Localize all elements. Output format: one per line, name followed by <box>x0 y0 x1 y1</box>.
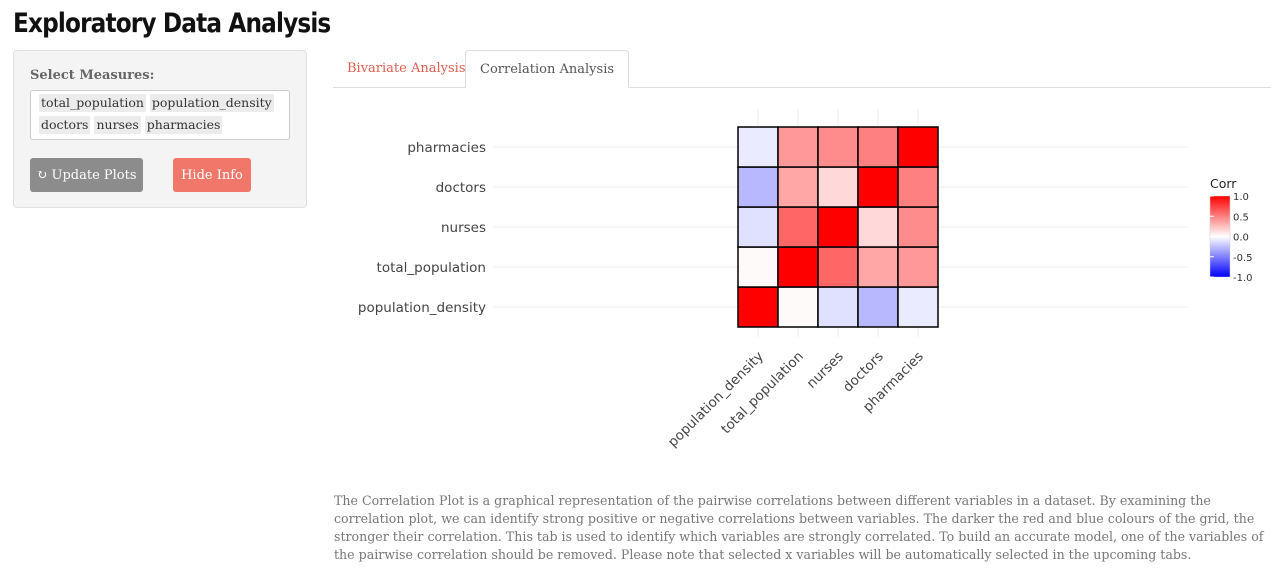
measure-chip[interactable]: pharmacies <box>144 116 223 134</box>
measure-chip[interactable]: population_density <box>149 94 274 112</box>
sidebar-panel: Select Measures: total_population populat… <box>13 50 307 208</box>
measure-chip[interactable]: total_population <box>39 94 146 112</box>
heatmap-cell[interactable] <box>737 126 779 168</box>
legend-tick-label: 0.0 <box>1233 233 1249 244</box>
heatmap-cell[interactable] <box>897 126 939 168</box>
heatmap-cell[interactable] <box>777 126 819 168</box>
select-measures-label: Select Measures: <box>30 68 155 83</box>
heatmap-cell[interactable] <box>817 166 859 208</box>
y-tick-label: doctors <box>436 180 486 196</box>
heatmap-cell[interactable] <box>737 286 779 328</box>
correlation-heatmap: population_density total_population nurses… <box>358 109 1253 450</box>
heatmap-cell[interactable] <box>857 206 899 248</box>
heatmap-cell[interactable] <box>857 166 899 208</box>
measure-chip[interactable]: nurses <box>94 116 141 134</box>
heatmap-cell[interactable] <box>777 246 819 288</box>
heatmap-cell[interactable] <box>777 166 819 208</box>
heatmap-cell[interactable] <box>857 126 899 168</box>
y-tick-label: nurses <box>441 220 486 236</box>
update-plots-label: Update Plots <box>51 167 137 183</box>
page-title: Exploratory Data Analysis <box>13 8 331 39</box>
tab-bar: Bivariate Analysis Correlation Analysis <box>333 50 1271 88</box>
heatmap-cell[interactable] <box>817 126 859 168</box>
heatmap-cell[interactable] <box>897 286 939 328</box>
measure-chip[interactable]: doctors <box>39 116 91 134</box>
y-tick-label: population_density <box>358 300 486 316</box>
heatmap-cell[interactable] <box>777 206 819 248</box>
heatmap-cell[interactable] <box>737 206 779 248</box>
heatmap-cell[interactable] <box>857 286 899 328</box>
legend-title: Corr <box>1210 176 1237 191</box>
heatmap-cell[interactable] <box>737 166 779 208</box>
legend-tick-label: -1.0 <box>1233 273 1253 284</box>
refresh-icon: ↻ <box>36 167 48 183</box>
legend-tick-label: 0.5 <box>1233 212 1249 223</box>
heatmap-cell[interactable] <box>777 286 819 328</box>
update-plots-button[interactable]: ↻ Update Plots <box>30 158 143 192</box>
heatmap-cell[interactable] <box>817 246 859 288</box>
hide-info-button[interactable]: Hide Info <box>173 158 251 192</box>
heatmap-cell[interactable] <box>817 206 859 248</box>
heatmap-cell[interactable] <box>857 246 899 288</box>
heatmap-cell[interactable] <box>897 166 939 208</box>
heatmap-cell[interactable] <box>737 246 779 288</box>
y-tick-label: total_population <box>377 260 486 276</box>
correlation-description: The Correlation Plot is a graphical repr… <box>334 493 1264 562</box>
heatmap-cell[interactable] <box>897 206 939 248</box>
y-tick-label: pharmacies <box>407 140 486 156</box>
heatmap-cell[interactable] <box>817 286 859 328</box>
tab-bivariate-analysis[interactable]: Bivariate Analysis <box>347 61 466 76</box>
heatmap-cell[interactable] <box>897 246 939 288</box>
tab-correlation-analysis[interactable]: Correlation Analysis <box>465 50 630 88</box>
legend-tick-label: 1.0 <box>1233 192 1249 203</box>
legend-tick-label: -0.5 <box>1233 253 1253 264</box>
